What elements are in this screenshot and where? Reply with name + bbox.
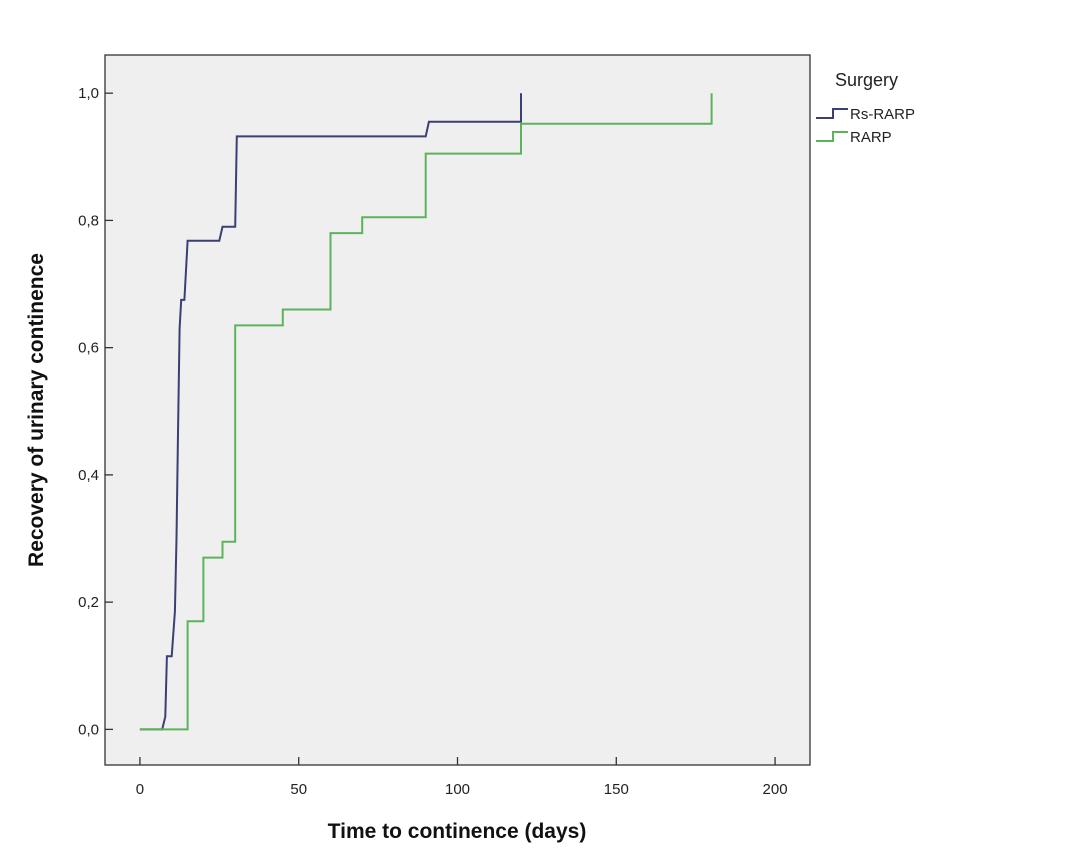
x-axis-title: Time to continence (days) [328,820,587,843]
plot-area [104,54,811,766]
legend: Surgery Rs-RARP RARP [816,70,915,146]
legend-swatch [816,108,848,119]
series-layer [139,93,713,731]
y-axis-ticks: 0,0 0,2 0,4 0,6 0,8 1,0 [78,85,113,738]
x-tick-label: 150 [604,781,629,798]
y-tick-label: 0,4 [78,467,99,484]
legend-title: Surgery [835,70,898,90]
y-tick-label: 0,6 [78,340,99,357]
y-tick-label: 0,8 [78,212,99,229]
y-tick-label: 0,2 [78,594,99,611]
legend-label: Rs-RARP [850,106,915,123]
y-tick-label: 1,0 [78,85,99,102]
x-tick-label: 50 [290,781,307,798]
x-axis-ticks: 0 50 100 150 200 [136,757,788,798]
x-tick-label: 0 [136,781,144,798]
legend-swatch [816,131,848,142]
y-tick-label: 0,0 [78,721,99,738]
legend-label: RARP [850,129,892,146]
series-line-rs-rarp [139,93,522,731]
y-axis-title: Recovery of urinary continence [25,253,48,567]
x-tick-label: 200 [763,781,788,798]
series-line-rarp [139,93,713,731]
x-tick-label: 100 [445,781,470,798]
